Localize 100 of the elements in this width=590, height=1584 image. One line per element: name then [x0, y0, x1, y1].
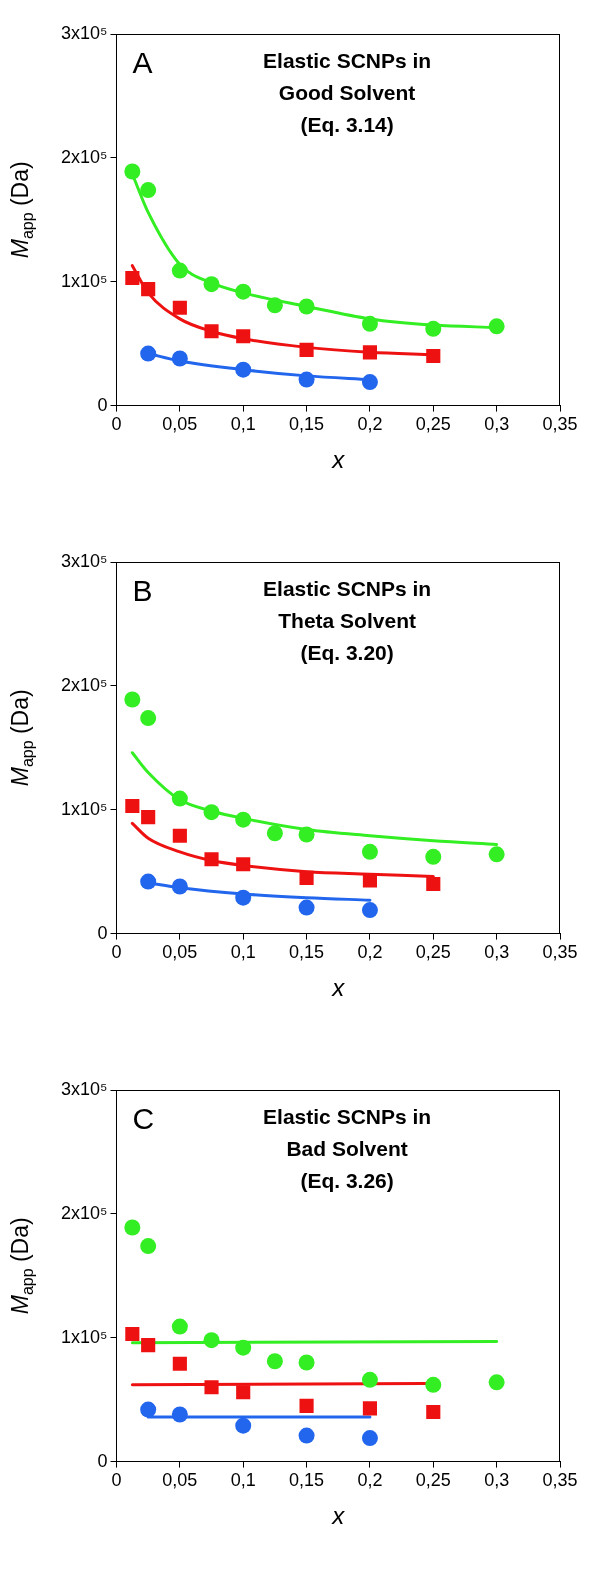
point — [140, 345, 157, 362]
point — [140, 873, 157, 890]
point — [171, 350, 188, 367]
point — [171, 262, 188, 279]
x-axis-title: x — [331, 446, 346, 474]
x-tick-label: 0 — [111, 1470, 122, 1491]
x-tick-label: 0,35 — [542, 414, 578, 435]
x-tick-label: 0,15 — [289, 1470, 325, 1491]
point — [298, 826, 315, 843]
point — [235, 361, 252, 378]
y-tick-label: 1x10⁵ — [60, 798, 108, 819]
x-tick-label: 0,35 — [542, 1470, 578, 1491]
point — [361, 1430, 378, 1447]
point — [425, 320, 442, 337]
y-axis-title: Mapp (Da) — [7, 161, 37, 259]
point — [361, 315, 378, 332]
x-tick-label: 0,2 — [357, 1470, 383, 1491]
annotation: A — [132, 46, 153, 80]
point — [203, 1332, 220, 1349]
y-axis-title: Mapp (Da) — [7, 1217, 37, 1315]
point — [203, 276, 220, 293]
y-axis-title: Mapp (Da) — [7, 689, 37, 787]
point — [426, 876, 441, 892]
x-tick-label: 0,05 — [162, 1470, 198, 1491]
x-tick-label: 0,05 — [162, 414, 198, 435]
point — [298, 1427, 315, 1444]
x-tick-label: 0,15 — [289, 414, 325, 435]
y-tick-label: 0 — [97, 922, 108, 943]
point — [140, 1401, 157, 1418]
x-tick-label: 0,2 — [357, 414, 383, 435]
point — [426, 348, 441, 364]
y-tick-label: 3x10⁵ — [60, 550, 108, 571]
y-tick-label: 3x10⁵ — [60, 1078, 108, 1099]
x-tick-label: 0,35 — [542, 942, 578, 963]
y-tick-label: 3x10⁵ — [60, 22, 108, 43]
x-tick-label: 0,25 — [415, 414, 451, 435]
x-tick-label: 0,1 — [230, 414, 256, 435]
point — [140, 182, 157, 199]
y-tick-label: 0 — [97, 394, 108, 415]
point — [488, 1374, 505, 1391]
point — [235, 1339, 252, 1356]
point — [172, 828, 187, 843]
point — [362, 1401, 377, 1416]
point — [235, 811, 252, 828]
point — [299, 870, 314, 885]
point — [204, 324, 219, 339]
point — [299, 1398, 314, 1413]
y-tick-label: 2x10⁵ — [60, 146, 108, 167]
x-tick-label: 0,1 — [230, 1470, 256, 1491]
annotation: B — [132, 574, 153, 608]
point — [488, 846, 505, 863]
point — [425, 848, 442, 865]
point — [298, 298, 315, 315]
x-tick-label: 0 — [111, 414, 122, 435]
point — [124, 163, 141, 180]
point — [361, 902, 378, 919]
point — [235, 1417, 252, 1434]
x-tick-label: 0,15 — [289, 942, 325, 963]
point — [124, 1219, 141, 1236]
point — [298, 1354, 315, 1371]
point — [298, 899, 315, 916]
y-tick-label: 2x10⁵ — [60, 674, 108, 695]
x-tick-label: 0,25 — [415, 1470, 451, 1491]
point — [203, 804, 220, 821]
point — [299, 342, 314, 357]
point — [488, 318, 505, 335]
point — [235, 889, 252, 906]
y-tick-label: 1x10⁵ — [60, 1326, 108, 1347]
y-tick-label: 2x10⁵ — [60, 1202, 108, 1223]
x-tick-label: 0,3 — [484, 1470, 510, 1491]
point — [171, 1406, 188, 1423]
point — [266, 1353, 283, 1370]
point — [125, 798, 140, 814]
point — [171, 878, 188, 895]
point — [140, 1238, 157, 1255]
point — [236, 329, 251, 344]
x-tick-label: 0,05 — [162, 942, 198, 963]
point — [125, 1326, 140, 1342]
point — [361, 374, 378, 391]
y-tick-label: 1x10⁵ — [60, 270, 108, 291]
point — [125, 270, 140, 286]
point — [140, 710, 157, 727]
point — [141, 810, 156, 825]
x-axis-title: x — [331, 1502, 346, 1530]
point — [141, 1338, 156, 1353]
x-tick-label: 0 — [111, 942, 122, 963]
point — [235, 283, 252, 300]
point — [361, 1371, 378, 1388]
point — [425, 1376, 442, 1393]
point — [171, 790, 188, 807]
point — [141, 282, 156, 297]
y-tick-label: 0 — [97, 1450, 108, 1471]
text: Elastic SCNPs in Good Solvent (Eq. 3.14) — [263, 49, 432, 137]
point — [172, 1356, 187, 1371]
point — [172, 300, 187, 315]
point — [124, 691, 141, 708]
point — [361, 843, 378, 860]
point — [266, 297, 283, 314]
text: Elastic SCNPs in Theta Solvent (Eq. 3.20) — [263, 577, 432, 665]
point — [236, 857, 251, 872]
